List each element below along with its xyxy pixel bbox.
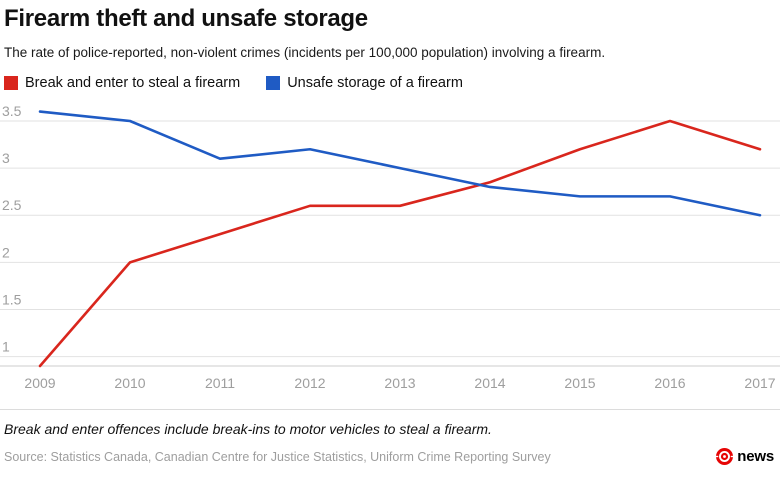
svg-text:3: 3: [2, 150, 10, 166]
footer: Source: Statistics Canada, Canadian Cent…: [4, 448, 774, 465]
svg-text:2011: 2011: [205, 375, 235, 391]
legend-item-unsafe-storage: Unsafe storage of a firearm: [266, 75, 463, 91]
svg-text:2: 2: [2, 244, 10, 260]
legend-swatch-blue: [266, 76, 281, 90]
legend-label-unsafe-storage: Unsafe storage of a firearm: [287, 75, 463, 91]
svg-text:2014: 2014: [474, 375, 505, 391]
page-title: Firearm theft and unsafe storage: [4, 5, 368, 32]
svg-text:1.5: 1.5: [2, 291, 22, 307]
svg-text:3.5: 3.5: [2, 103, 22, 119]
svg-text:2010: 2010: [114, 375, 145, 391]
page: Firearm theft and unsafe storage The rat…: [0, 5, 780, 465]
svg-text:2017: 2017: [744, 375, 775, 391]
svg-text:2016: 2016: [654, 375, 685, 391]
svg-text:2012: 2012: [294, 375, 325, 391]
logo-text: news: [737, 448, 774, 465]
svg-text:2009: 2009: [24, 375, 55, 391]
legend-label-break-and-enter: Break and enter to steal a firearm: [25, 75, 241, 91]
line-chart: 1 1.5 2 2.5 3 3.5 2009 2010 2011 2012 2013 2014 2015…: [0, 103, 780, 391]
svg-text:2013: 2013: [384, 375, 415, 391]
svg-text:2.5: 2.5: [2, 197, 22, 213]
cbc-news-logo: news: [716, 448, 774, 465]
svg-text:2015: 2015: [564, 375, 595, 391]
legend-item-break-and-enter: Break and enter to steal a firearm: [4, 75, 240, 91]
source-text: Source: Statistics Canada, Canadian Cent…: [4, 449, 551, 464]
chart-subtitle: The rate of police-reported, non-violent…: [4, 45, 606, 60]
divider-line: [0, 409, 780, 410]
legend-swatch-red: [4, 76, 18, 90]
svg-text:1: 1: [2, 339, 10, 355]
legend: Break and enter to steal a firearm Unsaf…: [4, 75, 776, 91]
cbc-gem-icon: [716, 448, 734, 465]
chart-footnote: Break and enter offences include break-i…: [4, 421, 492, 437]
